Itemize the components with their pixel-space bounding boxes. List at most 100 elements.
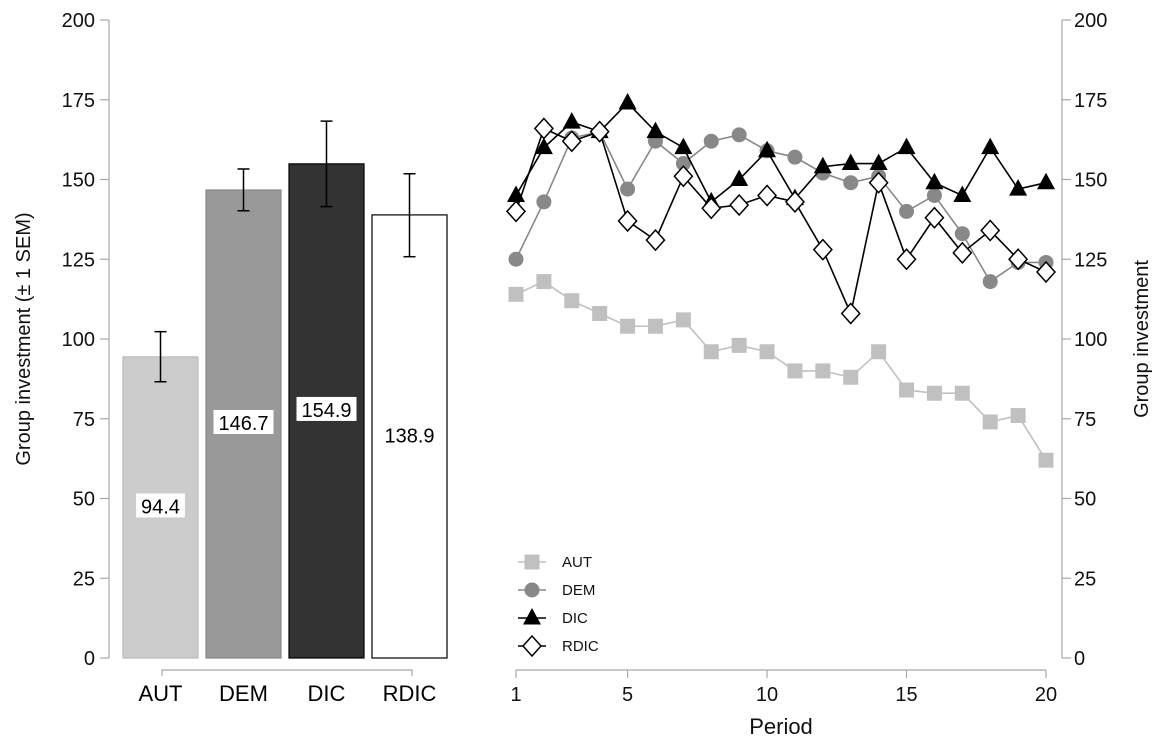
line-y-tick-label: 125 [1074, 249, 1107, 271]
legend-item-rdic: RDIC [518, 634, 599, 658]
data-point-rdic [896, 248, 917, 271]
line-x-tick-label: 10 [756, 684, 778, 706]
data-point-dem [508, 251, 524, 267]
data-point-aut [647, 318, 663, 334]
data-point-dic [953, 185, 972, 202]
data-point-rdic [924, 206, 945, 229]
data-point-dic [646, 121, 665, 139]
data-point-dem [620, 181, 636, 197]
data-point-dic [897, 137, 916, 155]
data-point-aut [899, 382, 915, 398]
bar-y-tick-label: 125 [62, 249, 95, 271]
data-point-aut [703, 344, 719, 360]
data-point-dic [730, 169, 749, 186]
data-point-dic [618, 92, 637, 110]
line-y-tick-label: 25 [1074, 568, 1096, 590]
data-point-rdic [1035, 260, 1057, 284]
line-x-tick-label: 15 [895, 684, 917, 706]
bar-y-tick-label: 100 [62, 329, 95, 351]
data-point-dem [703, 133, 719, 149]
line-x-tick-label: 1 [510, 684, 521, 706]
line-y-axis-title: Group investment [1131, 260, 1153, 418]
data-point-aut [620, 318, 636, 334]
bar-y-tick-label: 200 [62, 10, 95, 32]
series-line-dic [515, 101, 1047, 204]
data-point-dic [925, 172, 944, 190]
bar-x-axis-line [161, 669, 413, 676]
series-rdic [505, 117, 1057, 325]
bar-y-tick-label: 0 [84, 648, 95, 670]
bar-value-label-box [213, 410, 274, 435]
legend-marker [521, 634, 543, 658]
data-point-aut [564, 293, 580, 309]
legend-label: RDIC [562, 638, 599, 655]
bar-x-tick-label: DIC [308, 681, 346, 706]
data-point-dic [758, 140, 777, 158]
data-point-rdic [952, 241, 973, 264]
legend-label: DIC [562, 610, 588, 627]
data-point-aut [871, 344, 887, 360]
bar-y-tick-label: 150 [62, 170, 95, 192]
bar-value-label: 146.7 [218, 413, 268, 435]
bar-y-tick-label: 50 [73, 489, 95, 511]
line-x-tick-label: 20 [1035, 684, 1057, 706]
line-y-tick-label: 100 [1074, 329, 1107, 351]
data-point-dic [841, 153, 860, 171]
data-point-rdic [1008, 248, 1029, 271]
data-point-rdic [645, 228, 666, 252]
data-point-dic [1037, 172, 1055, 190]
line-y-tick-label: 0 [1074, 648, 1085, 670]
data-point-aut [926, 385, 942, 401]
legend-label: DEM [562, 582, 595, 599]
data-point-dem [954, 226, 970, 242]
data-point-dem [787, 149, 803, 165]
data-point-aut [1038, 452, 1054, 468]
legend-label: AUT [562, 554, 592, 571]
bar-y-axis-title: Group investment (± 1 SEM) [13, 212, 35, 465]
data-point-rdic [561, 130, 582, 153]
legend-item-dem: DEM [518, 582, 595, 599]
data-point-dic [562, 112, 581, 129]
data-point-rdic [701, 197, 722, 220]
data-point-dem [536, 194, 552, 210]
data-point-dem [982, 274, 998, 290]
data-point-dem [899, 203, 915, 219]
data-point-dic [813, 156, 832, 174]
data-point-aut [787, 363, 803, 379]
bar-value-label-box [379, 422, 440, 447]
bar-value-label-box [136, 493, 185, 518]
series-line-dem [515, 130, 1046, 283]
legend-marker [523, 608, 541, 625]
data-point-rdic [617, 209, 638, 233]
data-point-aut [759, 344, 775, 360]
data-point-rdic [533, 117, 554, 140]
bar-value-label: 94.4 [141, 496, 180, 518]
series-dic [507, 92, 1055, 209]
data-point-aut [675, 312, 691, 328]
data-point-dic [981, 137, 1000, 155]
data-point-dic [869, 153, 888, 171]
data-point-aut [536, 274, 552, 290]
line-y-tick-label: 75 [1074, 409, 1096, 431]
data-point-aut [508, 286, 524, 302]
legend-item-aut: AUT [518, 554, 592, 571]
data-point-dem [675, 156, 691, 172]
bar-chart-panel: 0 25 50 75 100 125 150 175 200 Group investment (… [13, 10, 448, 706]
line-x-tick-label: 5 [622, 684, 633, 706]
data-point-rdic [505, 200, 527, 223]
data-point-rdic [784, 190, 805, 213]
line-chart-legend: AUT DEM DIC RDIC [518, 554, 599, 658]
data-point-dic [674, 137, 693, 155]
data-point-rdic [757, 184, 778, 207]
series-aut [508, 274, 1054, 468]
bar-value-label: 154.9 [301, 400, 351, 422]
data-point-aut [815, 363, 831, 379]
data-point-aut [731, 337, 747, 353]
bar-y-tick-label: 25 [73, 568, 95, 590]
line-x-axis-title: Period [749, 714, 813, 739]
data-point-dic [534, 137, 553, 155]
bar-x-tick-label: RDIC [383, 681, 437, 706]
bar-y-tick-label: 75 [73, 409, 95, 431]
